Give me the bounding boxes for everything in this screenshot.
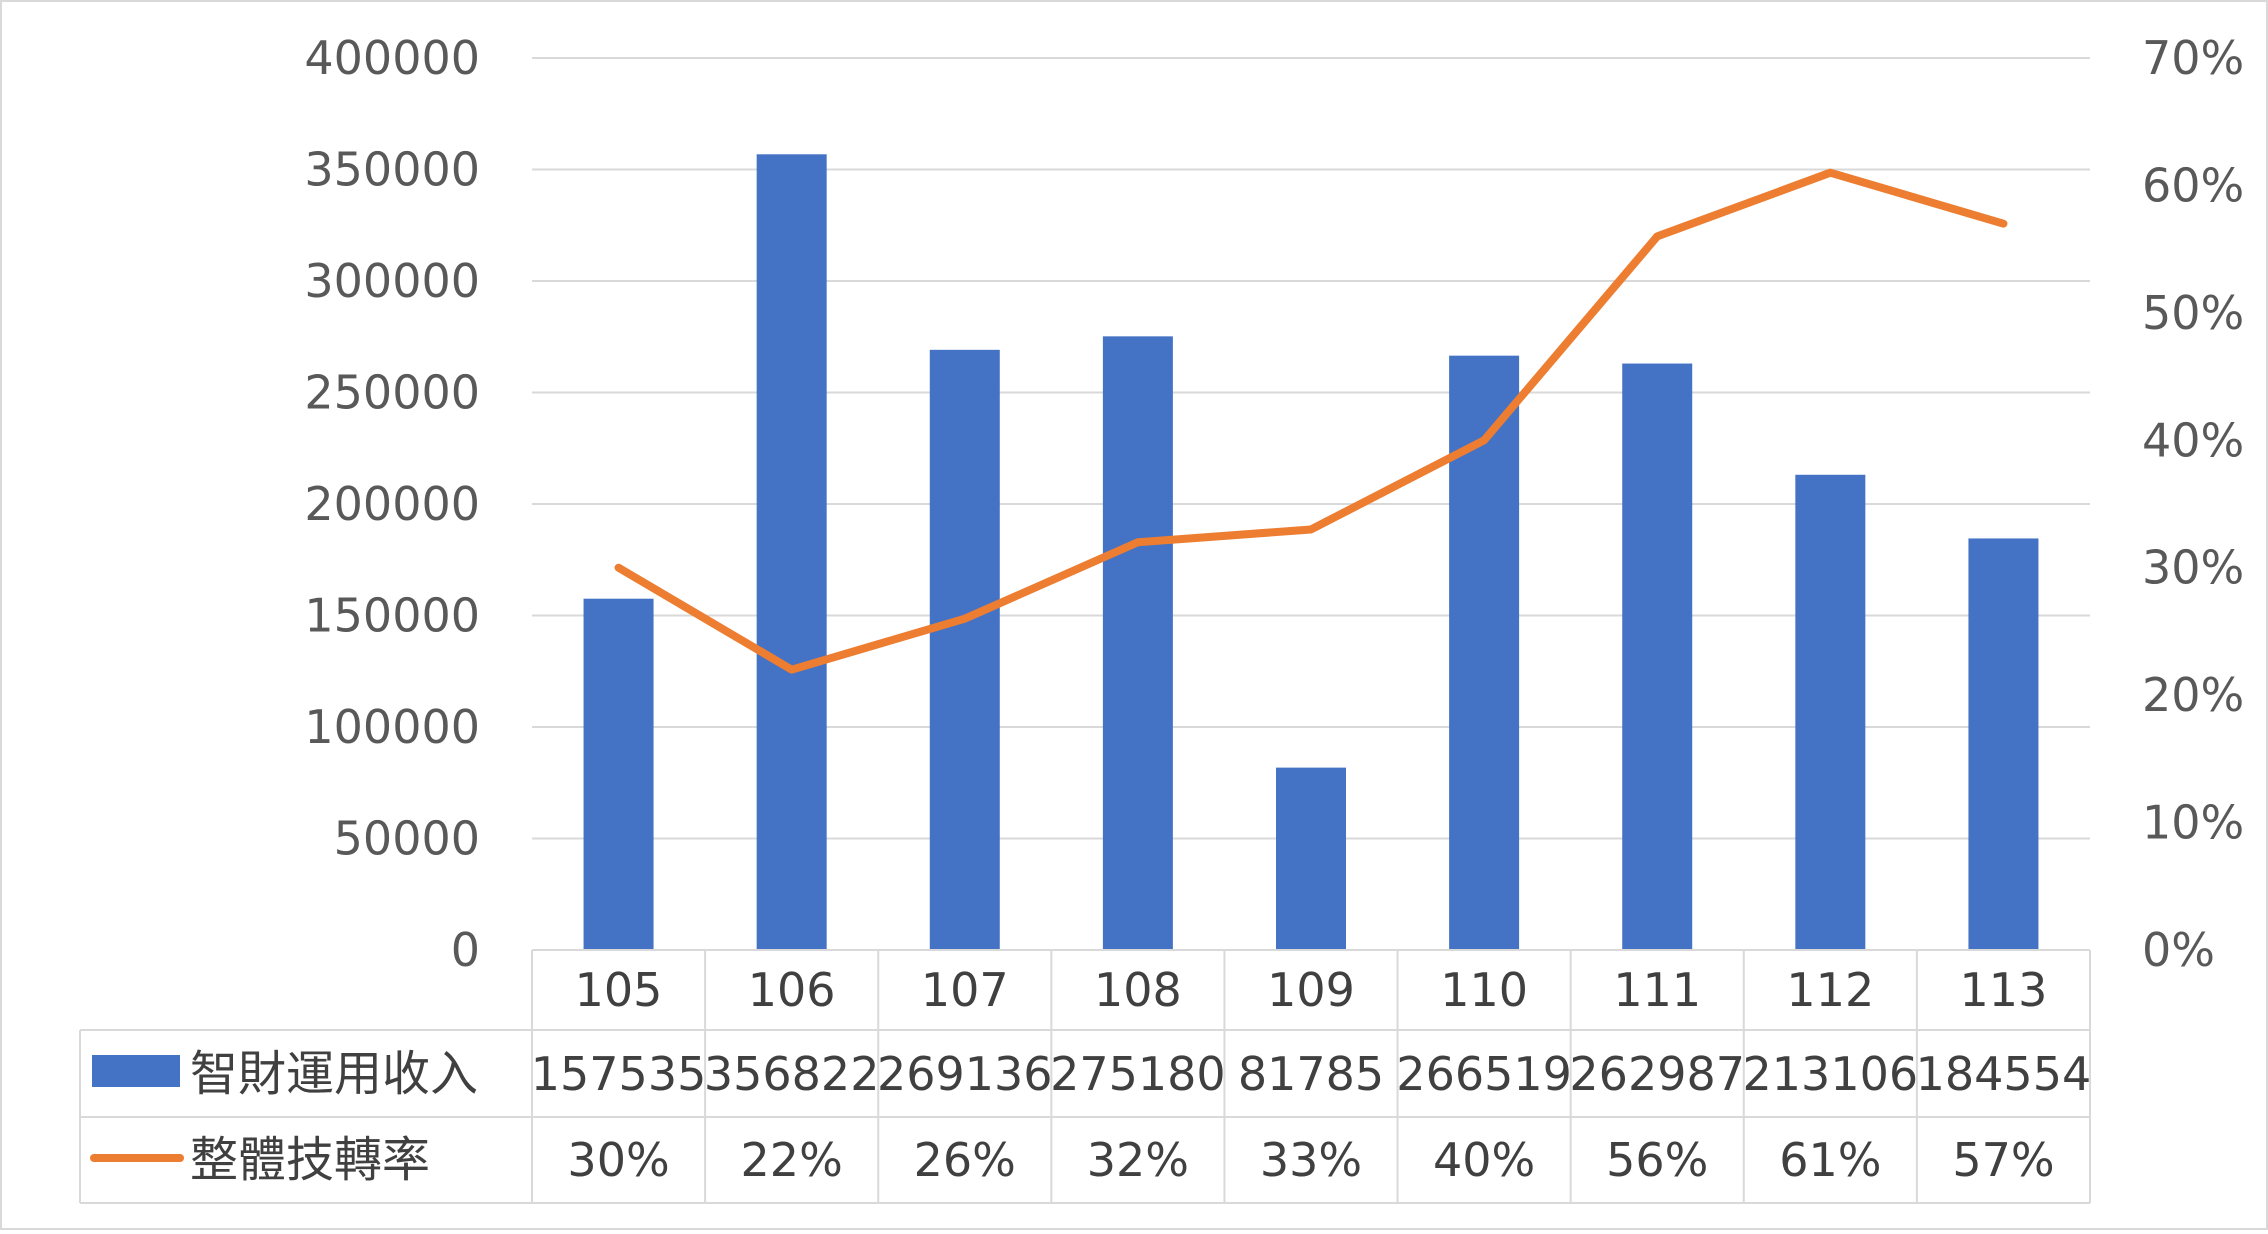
category-label: 111 — [1613, 963, 1701, 1017]
line-data-label: 30% — [567, 1133, 669, 1187]
right-axis: 0% 10% 20% 30% 40% 50% 60% 70% — [2142, 31, 2244, 977]
line-data-label: 22% — [741, 1133, 843, 1187]
right-axis-tick-label: 20% — [2142, 668, 2244, 722]
right-axis-tick-label: 30% — [2142, 541, 2244, 595]
legend-bar-label: 智財運用收入 — [190, 1046, 478, 1102]
bar-109 — [1276, 767, 1346, 950]
legend-line-label: 整體技轉率 — [190, 1132, 430, 1188]
bar-data-label: 266519 — [1396, 1047, 1572, 1101]
right-axis-tick-label: 10% — [2142, 796, 2244, 850]
left-axis-tick-label: 400000 — [304, 31, 480, 85]
category-label: 112 — [1786, 963, 1874, 1017]
bar-106 — [756, 154, 827, 951]
bar-112 — [1795, 474, 1866, 950]
left-axis-tick-label: 300000 — [304, 254, 480, 308]
category-label: 108 — [1094, 963, 1182, 1017]
left-axis-tick-label: 150000 — [304, 589, 480, 643]
line-point-110 — [1483, 439, 1485, 441]
left-axis-tick-label: 100000 — [304, 700, 480, 754]
bar-data-label: 262987 — [1569, 1047, 1745, 1101]
bar-113 — [1968, 538, 2039, 950]
line-point-105 — [618, 567, 620, 569]
right-axis-tick-label: 0% — [2142, 923, 2215, 977]
right-axis-tick-label: 60% — [2142, 158, 2244, 212]
line-point-106 — [791, 669, 793, 671]
bar-data-label: 275180 — [1050, 1047, 1226, 1101]
bar-data-label: 213106 — [1743, 1047, 1919, 1101]
line-data-label: 40% — [1433, 1133, 1535, 1187]
left-axis-tick-label: 50000 — [334, 812, 480, 866]
line-data-label: 61% — [1779, 1133, 1881, 1187]
bar-series — [583, 154, 2039, 951]
bar-107 — [929, 349, 1000, 950]
line-point-109 — [1310, 528, 1312, 530]
line-point-108 — [1137, 541, 1139, 543]
bar-108 — [1102, 336, 1173, 950]
left-axis-tick-label: 250000 — [304, 366, 480, 420]
bar-105 — [583, 598, 654, 950]
bar-111 — [1622, 363, 1693, 950]
category-label: 107 — [921, 963, 1009, 1017]
data-table: 105 106 107 108 109 110 111 112 1131575353568222… — [79, 949, 2092, 1204]
bar-data-label: 269136 — [877, 1047, 1053, 1101]
bar-data-label: 157535 — [531, 1047, 707, 1101]
right-axis-tick-label: 40% — [2142, 413, 2244, 467]
line-data-label: 57% — [1952, 1133, 2054, 1187]
right-axis-tick-label: 70% — [2142, 31, 2244, 85]
left-axis-tick-label: 350000 — [304, 143, 480, 197]
right-axis-tick-label: 50% — [2142, 286, 2244, 340]
category-label: 110 — [1440, 963, 1528, 1017]
category-label: 109 — [1267, 963, 1355, 1017]
line-series — [614, 168, 2008, 674]
bar-data-label: 81785 — [1238, 1047, 1384, 1101]
left-axis: 0 50000 100000 150000 200000 250000 300000 3500… — [304, 31, 480, 977]
line-data-label: 33% — [1260, 1133, 1362, 1187]
line-point-107 — [964, 618, 966, 620]
line-data-label: 26% — [914, 1133, 1016, 1187]
category-label: 105 — [575, 963, 663, 1017]
line-point-112 — [1829, 172, 1831, 174]
bar-data-label: 356822 — [704, 1047, 880, 1101]
line-point-111 — [1656, 235, 1658, 237]
line-data-label: 56% — [1606, 1133, 1708, 1187]
bar-data-label: 184554 — [1916, 1047, 2092, 1101]
left-axis-tick-label: 0 — [451, 923, 480, 977]
legend-bar-swatch — [92, 1055, 180, 1087]
bar-110 — [1449, 355, 1520, 951]
category-label: 113 — [1960, 963, 2048, 1017]
line-point-113 — [2002, 223, 2004, 225]
category-label: 106 — [748, 963, 836, 1017]
line-data-label: 32% — [1087, 1133, 1189, 1187]
left-axis-tick-label: 200000 — [304, 477, 480, 531]
